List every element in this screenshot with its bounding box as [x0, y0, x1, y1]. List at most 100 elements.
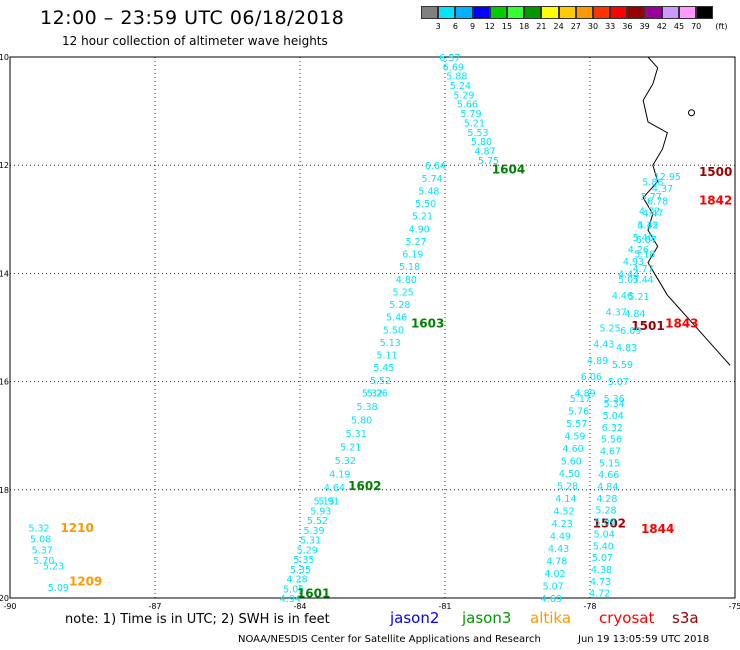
wave-height-value: 6.32 [602, 423, 623, 434]
lon-tick-label: -75 [728, 602, 740, 611]
pass-time-label: 1601 [297, 586, 330, 600]
wave-height-value: 5.11 [376, 351, 397, 362]
wave-height-value: 4.52 [553, 506, 574, 517]
credit-line: NOAA/NESDIS Center for Satellite Applica… [238, 634, 541, 645]
wave-height-value: 4.64 [324, 483, 345, 494]
wave-height-value: 5.18 [634, 250, 655, 261]
color-scale-labels: 3 6 9 12 15 18 21 24 27 30 33 36 39 42 45 70 (ft) [421, 22, 740, 34]
legend-item-jason3: jason3 [462, 609, 512, 627]
wave-height-value: 4.89 [587, 356, 608, 367]
color-scale-label: 12 [484, 22, 495, 31]
wave-height-value: 5.74 [422, 174, 443, 185]
color-swatch [610, 6, 628, 19]
legend-item-jason2: jason2 [390, 609, 440, 627]
color-swatch [541, 6, 559, 19]
color-scale-label: 18 [519, 22, 530, 31]
color-swatch [696, 6, 714, 19]
wave-height-value: 5.93 [310, 506, 331, 517]
lon-tick-label: -81 [438, 602, 451, 611]
wave-height-value: 4.84 [597, 482, 618, 493]
wave-height-value: 5.32 [335, 456, 356, 467]
color-swatch [455, 6, 473, 19]
color-scale-label: 21 [536, 22, 547, 31]
wave-height-value: 5.08 [30, 534, 51, 545]
wave-height-value: 4.89 [575, 388, 596, 399]
wave-height-value: 5.57 [566, 419, 587, 430]
wave-height-value: 4.46 [612, 291, 633, 302]
wave-height-value: 5.04 [603, 411, 624, 422]
wave-height-value: 5.28 [557, 481, 578, 492]
wave-height-value: 4.84 [624, 309, 645, 320]
wave-height-value: 5.26 [367, 388, 388, 399]
wave-height-value: 4.14 [555, 494, 576, 505]
pass-time-label: 1842 [699, 194, 732, 208]
wave-height-value: 5.60 [561, 456, 582, 467]
color-swatch [592, 6, 611, 19]
color-scale-label: 33 [605, 22, 616, 31]
wave-height-value: 6.06 [581, 372, 602, 383]
lat-tick-label: 10 [0, 53, 9, 62]
wave-height-value: 5.09 [48, 583, 69, 594]
color-scale-label: 30 [587, 22, 599, 31]
wave-height-value: 5.80 [351, 415, 372, 426]
wave-height-value: 6.07 [636, 235, 657, 246]
wave-height-value: 5.88 [446, 72, 467, 83]
wave-height-value: 5.13 [380, 338, 401, 349]
color-scale-label: 9 [470, 22, 476, 31]
coastline [642, 56, 731, 366]
wave-height-value: 5.48 [418, 186, 439, 197]
wave-height-value: 4.66 [598, 470, 619, 481]
wave-height-value: 4.28 [287, 575, 308, 586]
pass-time-label: 1210 [60, 521, 93, 535]
wave-height-value: 5.29 [453, 90, 474, 101]
wave-height-value: 4.19 [329, 470, 350, 481]
wave-height-value: 5.21 [628, 292, 649, 303]
wave-height-value: 5.45 [373, 363, 394, 374]
wave-height-value: 4.72 [639, 206, 660, 217]
wave-height-value: 6.57 [439, 53, 460, 64]
pass-time-label: 1602 [348, 479, 381, 493]
wave-height-value: 5.77 [641, 192, 662, 203]
wave-height-value: 5.39 [303, 526, 324, 537]
wave-height-value: 5.04 [594, 529, 615, 540]
wave-height-value: 4.44 [618, 269, 639, 280]
wave-height-value: 6.19 [402, 250, 423, 261]
generated-timestamp: Jun 19 13:05:59 UTC 2018 [578, 634, 710, 645]
wave-height-value: 5.15 [599, 458, 620, 469]
wave-height-value: 5.17 [570, 394, 591, 405]
wave-height-value: 5.86 [642, 177, 663, 188]
wave-height-value: 4.37 [652, 184, 673, 195]
color-swatch [489, 6, 507, 19]
wave-height-value: 12.95 [654, 172, 681, 183]
wave-height-value: 4.38 [591, 565, 612, 576]
wave-height-value: 5.36 [604, 394, 625, 405]
wave-height-value: 5.07 [592, 553, 613, 564]
pass-time-label: 1844 [641, 522, 674, 536]
map-frame [9, 56, 736, 599]
legend-item-altika: altika [530, 609, 572, 627]
lat-tick-label: 18 [0, 486, 9, 495]
wave-height-value: 4.69 [541, 594, 562, 605]
color-scale-label: 3 [435, 22, 441, 31]
wave-height-value: 5.52 [370, 376, 391, 387]
wave-height-value: 5.35 [290, 565, 311, 576]
wave-height-value: 4.59 [564, 431, 585, 442]
color-swatch [627, 6, 645, 19]
lat-tick-label: 12 [0, 161, 9, 170]
pass-time-label: 1604 [492, 162, 525, 176]
wave-height-value: 5.18 [399, 262, 420, 273]
color-swatch [558, 6, 576, 19]
wave-height-value: 5.40 [593, 541, 614, 552]
color-scale-label: 6 [452, 22, 458, 31]
wave-height-value: 5.35 [293, 555, 314, 566]
color-scale-label: 70 [691, 22, 702, 31]
wave-height-value: 4.47 [642, 209, 663, 220]
wave-height-value: 5.21 [340, 443, 361, 454]
color-scale-label: 45 [673, 22, 685, 31]
wave-height-value: 5.80 [471, 137, 492, 148]
wave-height-value: 5.24 [450, 81, 471, 92]
lon-tick-label: -78 [583, 602, 596, 611]
wave-height-value: 6.78 [647, 196, 668, 207]
wave-height-value: 5.50 [415, 199, 436, 210]
wave-height-value: 5.07 [618, 275, 639, 286]
